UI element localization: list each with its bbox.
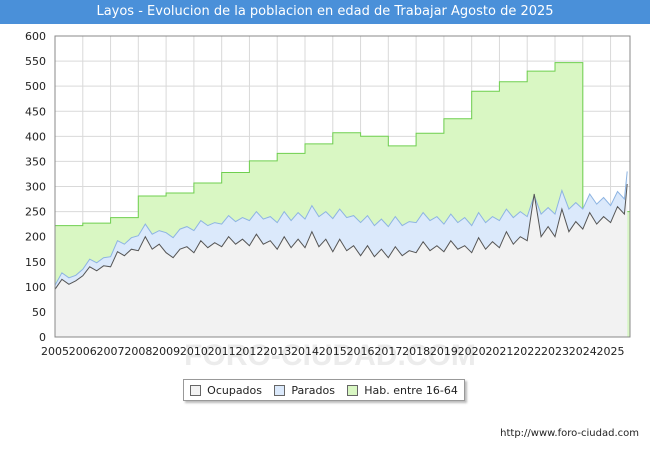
hab-line [55, 62, 630, 227]
y-tick-label: 400 [25, 130, 46, 143]
y-tick-label: 350 [25, 155, 46, 168]
legend: Ocupados Parados Hab. entre 16-64 [183, 379, 465, 401]
y-tick-label: 100 [25, 281, 46, 294]
legend-swatch-ocupados [190, 384, 202, 396]
ocupados-line [54, 183, 628, 290]
y-tick-label: 550 [25, 55, 46, 68]
y-tick-label: 50 [32, 306, 46, 319]
legend-item-parados: Parados [274, 384, 335, 397]
x-tick-label: 2011 [208, 345, 236, 358]
x-tick-label: 2014 [291, 345, 319, 358]
x-tick-label: 2010 [180, 345, 208, 358]
x-tick-label: 2015 [319, 345, 347, 358]
x-tick-label: 2016 [347, 345, 375, 358]
y-tick-label: 250 [25, 206, 46, 219]
y-tick-label: 450 [25, 105, 46, 118]
y-tick-label: 0 [39, 331, 46, 344]
x-tick-label: 2020 [458, 345, 486, 358]
y-tick-label: 500 [25, 80, 46, 93]
watermark-text: FORO-CIUDAD.COM [184, 339, 476, 372]
y-tick-label: 200 [25, 231, 46, 244]
chart-plot: FORO-CIUDAD.COM 0 50 100 150 200 250 300 350 400… [25, 30, 631, 372]
footer-url[interactable]: http://www.foro-ciudad.com [500, 428, 639, 439]
ocupados-area [55, 184, 628, 337]
x-tick-label: 2007 [97, 345, 125, 358]
chart-title: Layos - Evolucion de la poblacion en eda… [0, 0, 650, 24]
x-tick-label: 2012 [235, 345, 263, 358]
legend-swatch-parados [274, 384, 286, 396]
axis-labels: 0 50 100 150 200 250 300 350 400 450 500 550 600 2005… [25, 30, 625, 358]
x-tick-label: 2021 [485, 345, 513, 358]
x-tick-label: 2024 [569, 345, 597, 358]
y-tick-label: 600 [25, 30, 46, 43]
x-tick-label: 2019 [430, 345, 458, 358]
plot-frame [54, 35, 631, 338]
series-areas [54, 62, 630, 337]
x-tick-label: 2006 [69, 345, 97, 358]
legend-item-ocupados: Ocupados [190, 384, 262, 397]
legend-swatch-hab [347, 384, 359, 396]
x-tick-label: 2005 [41, 345, 69, 358]
x-tick-label: 2008 [124, 345, 152, 358]
y-tick-label: 300 [25, 181, 46, 194]
legend-label-parados: Parados [291, 383, 335, 397]
x-tick-label: 2025 [597, 345, 625, 358]
x-tick-label: 2018 [402, 345, 430, 358]
x-tick-label: 2023 [541, 345, 569, 358]
legend-label-hab: Hab. entre 16-64 [364, 383, 458, 397]
x-tick-label: 2009 [152, 345, 180, 358]
legend-item-hab: Hab. entre 16-64 [347, 384, 458, 397]
x-tick-label: 2022 [513, 345, 541, 358]
x-tick-label: 2017 [374, 345, 402, 358]
legend-label-ocupados: Ocupados [207, 383, 263, 397]
x-tick-label: 2013 [263, 345, 291, 358]
y-tick-label: 150 [25, 256, 46, 269]
